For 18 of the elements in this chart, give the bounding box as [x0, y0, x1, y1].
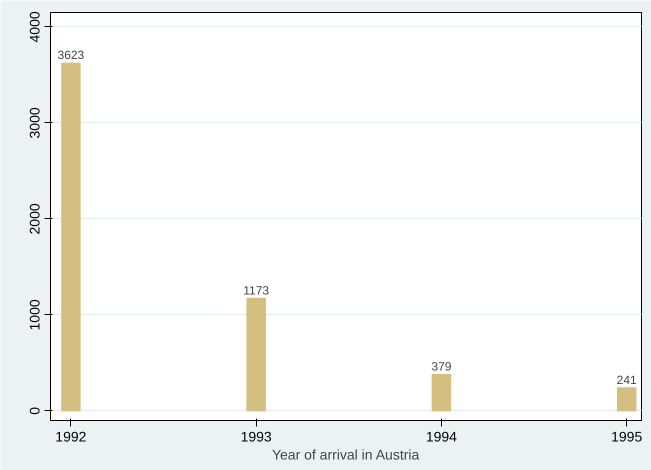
y-tick-label: 2000 [26, 203, 42, 234]
x-axis-title: Year of arrival in Austria [272, 446, 420, 462]
bar [246, 298, 266, 412]
data-label: 3623 [58, 48, 85, 62]
x-tick-label: 1994 [426, 428, 458, 444]
data-label: 1173 [243, 283, 270, 298]
data-label: 241 [616, 372, 638, 387]
y-tick-label: 3000 [26, 107, 42, 138]
y-tick-label: 1000 [26, 299, 42, 330]
bar [616, 387, 636, 412]
x-tick-label: 1992 [55, 428, 87, 444]
data-label: 379 [431, 360, 452, 374]
y-tick-label: 4000 [26, 11, 42, 42]
bar [61, 62, 81, 412]
x-tick-label: 1993 [240, 428, 272, 444]
x-tick-label: 1995 [611, 428, 642, 444]
bar [432, 374, 452, 412]
y-tick-label: 0 [26, 406, 42, 415]
